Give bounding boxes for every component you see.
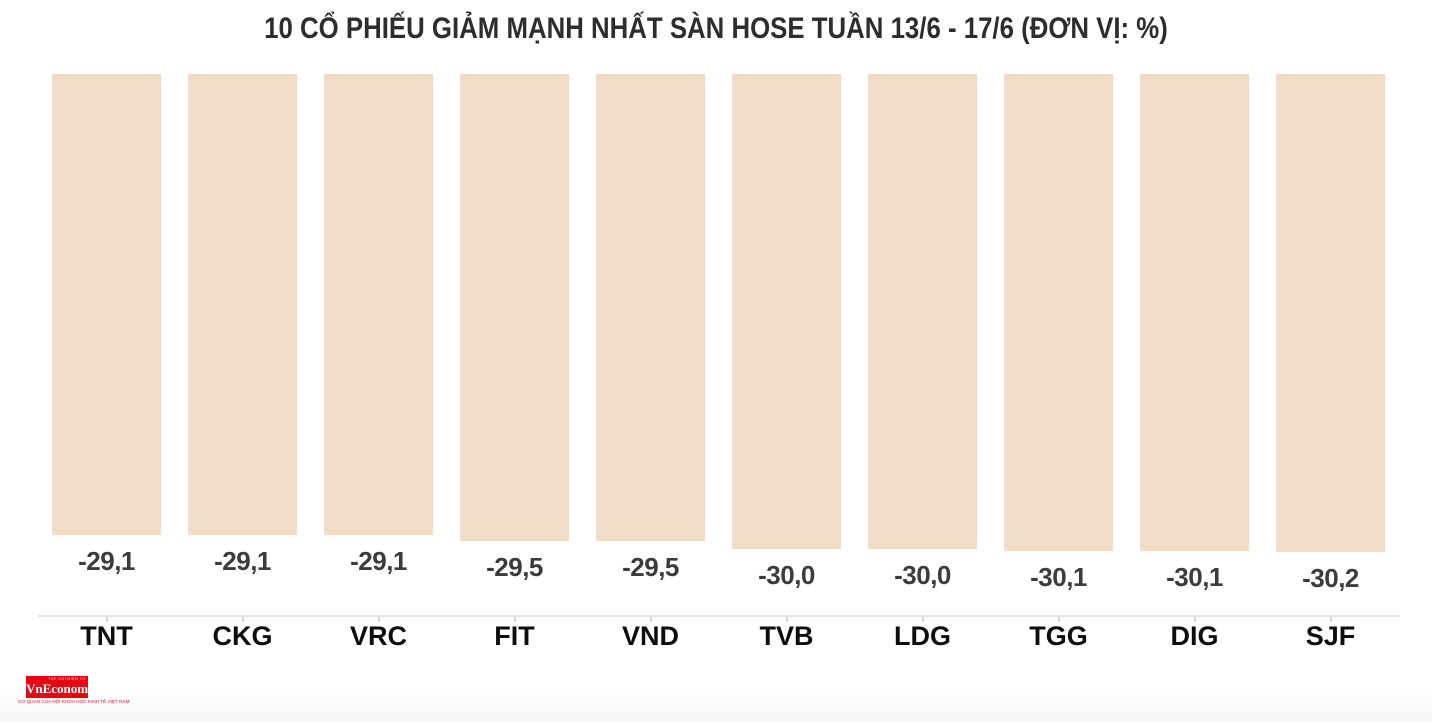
bar-column-dig: -30,1 (1140, 74, 1249, 593)
bar-vnd (596, 74, 705, 541)
axis-tick-cell (324, 617, 433, 622)
category-label-tnt: TNT (80, 621, 133, 651)
value-label-dig: -30,1 (1166, 561, 1223, 592)
logo-top-text: TẠP CHÍ ĐIỆN TỬ (48, 676, 86, 681)
axis-tick-cell (868, 617, 977, 622)
axis-tick (921, 617, 924, 622)
bar-column-ckg: -29,1 (188, 74, 297, 577)
axis-tick-cell (460, 617, 569, 622)
logo-wordmark: VnEconomy (26, 681, 95, 696)
value-label-tvb: -30,0 (758, 559, 815, 590)
axis-tick (377, 617, 380, 622)
x-axis-line (38, 615, 1400, 617)
bar-dig (1140, 74, 1249, 551)
bar-column-vnd: -29,5 (596, 74, 705, 583)
bar-vrc (324, 74, 433, 535)
category-label-ckg: CKG (212, 621, 273, 651)
value-label-ckg: -29,1 (214, 545, 271, 576)
bar-tgg (1004, 74, 1113, 551)
value-label-vnd: -29,5 (622, 552, 679, 582)
value-label-tnt: -29,1 (78, 545, 135, 576)
axis-tick (241, 617, 244, 622)
value-label-tgg: -30,1 (1030, 561, 1087, 592)
axis-tick-cell (1140, 617, 1249, 622)
value-label-ldg: -30,0 (894, 559, 951, 590)
category-label-dig: DIG (1170, 621, 1219, 651)
bars-row: -29,1 -29,1 -29,1 -29,5 -29,5 -30,0 -30,0 -30,1… (52, 74, 1385, 594)
bar-ldg (868, 74, 977, 549)
axis-tick-cell (1004, 617, 1113, 622)
vneconomy-logo-box: TẠP CHÍ ĐIỆN TỬ VnEconomy (26, 676, 95, 698)
bar-column-fit: -29,5 (460, 74, 569, 583)
chart-title: 10 CỔ PHIẾU GIẢM MẠNH NHẤT SÀN HOSE TUẦN… (264, 12, 1168, 45)
bottom-gradient (0, 686, 1432, 722)
axis-tick (105, 617, 108, 622)
category-label-tvb: TVB (759, 621, 814, 651)
bar-column-vrc: -29,1 (324, 74, 433, 577)
axis-tick-cell (1276, 617, 1385, 622)
bar-column-tnt: -29,1 (52, 74, 161, 577)
axis-tick-cell (188, 617, 297, 622)
value-label-sjf: -30,2 (1302, 563, 1359, 594)
logo-tagline: CƠ QUAN CỦA HỘI KHOA HỌC KINH TẾ VIỆT NA… (18, 699, 130, 704)
category-label-tgg: TGG (1029, 621, 1088, 651)
vneconomy-logo: TẠP CHÍ ĐIỆN TỬ VnEconomy CƠ QUAN CỦA HỘ… (18, 676, 129, 704)
axis-tick (1057, 617, 1060, 622)
bar-column-tgg: -30,1 (1004, 74, 1113, 593)
axis-tick (1193, 617, 1196, 622)
axis-tick (1329, 617, 1332, 622)
bar-column-tvb: -30,0 (732, 74, 841, 591)
category-label-vnd: VND (621, 621, 679, 651)
value-label-vrc: -29,1 (350, 545, 407, 576)
category-label-fit: FIT (494, 621, 535, 651)
category-label-ldg: LDG (894, 621, 951, 651)
axis-tick-cell (732, 617, 841, 622)
axis-tick-cell (52, 617, 161, 622)
bar-column-ldg: -30,0 (868, 74, 977, 591)
bar-sjf (1276, 74, 1385, 553)
axis-ticks-row (52, 617, 1385, 622)
category-label-vrc: VRC (349, 621, 407, 651)
category-labels-row: TNT CKG VRC FIT VND TVB LDG TGG DIG SJF (52, 620, 1385, 652)
category-label-sjf: SJF (1305, 621, 1356, 651)
bar-tnt (52, 74, 161, 535)
bar-ckg (188, 74, 297, 535)
bar-column-sjf: -30,2 (1276, 74, 1385, 594)
value-label-fit: -29,5 (486, 552, 543, 582)
bar-tvb (732, 74, 841, 549)
axis-tick (649, 617, 652, 622)
axis-tick (785, 617, 788, 622)
axis-tick-cell (596, 617, 705, 622)
axis-tick (513, 617, 516, 622)
bar-fit (460, 74, 569, 541)
